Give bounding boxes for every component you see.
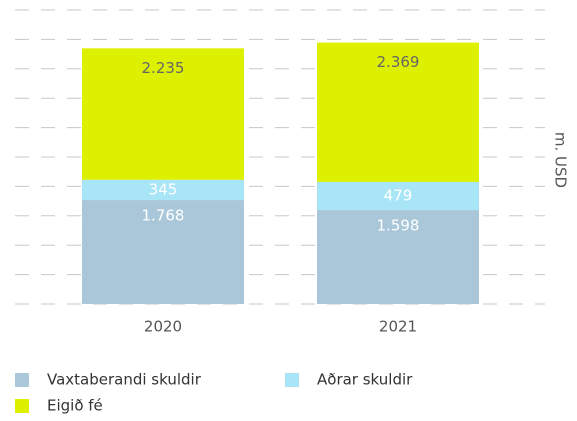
bar-segment bbox=[317, 42, 479, 182]
x-tick-label: 2021 bbox=[379, 318, 417, 336]
value-label: 479 bbox=[384, 186, 413, 204]
value-label: 345 bbox=[149, 180, 178, 198]
bar-segment bbox=[317, 181, 479, 211]
legend-label: Vaxtaberandi skuldir bbox=[47, 371, 202, 389]
legend-label: Eigið fé bbox=[47, 397, 103, 415]
value-label: 2.235 bbox=[142, 59, 185, 77]
value-label: 1.768 bbox=[142, 207, 185, 225]
legend-swatch bbox=[15, 399, 29, 413]
legend-swatch bbox=[15, 373, 29, 387]
bar-segment bbox=[82, 179, 244, 201]
y-axis-label: m. USD bbox=[552, 132, 570, 188]
x-tick-label: 2020 bbox=[144, 318, 182, 336]
value-label: 1.598 bbox=[377, 217, 420, 235]
bar-segment bbox=[82, 200, 244, 304]
bar-segment bbox=[317, 210, 479, 304]
legend-label: Aðrar skuldir bbox=[317, 371, 413, 389]
value-label: 2.369 bbox=[377, 53, 420, 71]
legend-swatch bbox=[285, 373, 299, 387]
bar-segment bbox=[82, 48, 244, 180]
